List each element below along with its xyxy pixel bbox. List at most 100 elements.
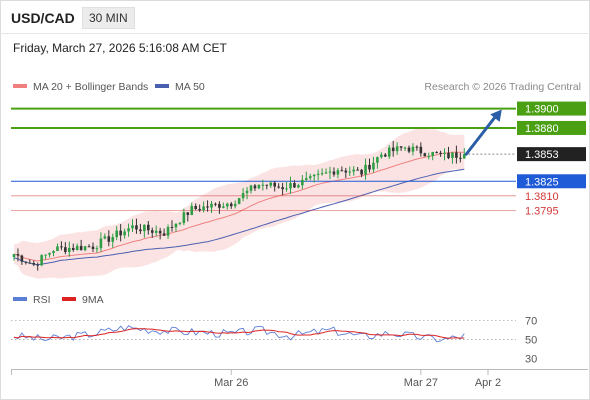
- candle-body: [305, 178, 308, 180]
- candle-body: [71, 247, 75, 250]
- candle-body: [75, 245, 79, 250]
- candle-body: [115, 230, 118, 238]
- candle-body: [36, 264, 39, 266]
- candle-body: [178, 223, 182, 225]
- candle-body: [103, 236, 107, 239]
- candle-body: [332, 171, 336, 175]
- rsi-ma-legend-label: 9MA: [82, 294, 104, 306]
- ma20-line: [13, 151, 465, 262]
- x-tick-label: Apr 2: [475, 377, 501, 389]
- level-label: 1.3853: [525, 149, 559, 161]
- candle-body: [328, 171, 332, 173]
- candle-body: [395, 146, 399, 152]
- candle-body: [135, 225, 138, 230]
- candle-body: [249, 185, 253, 191]
- candle-body: [237, 198, 241, 204]
- candle-body: [87, 246, 91, 248]
- candle-body: [352, 169, 355, 172]
- candle-body: [344, 170, 348, 173]
- candle-body: [265, 184, 269, 186]
- candle-body: [44, 254, 47, 256]
- candle-body: [233, 203, 237, 207]
- level-label: 1.3795: [525, 205, 559, 217]
- level-labels: 1.3900 1.3880 1.3853 1.3825 1.3810 1.3795: [517, 101, 586, 217]
- candle-body: [226, 203, 229, 207]
- candle-body: [194, 206, 197, 209]
- candle-body: [241, 193, 245, 199]
- candle-body: [447, 152, 450, 159]
- candle-body: [273, 182, 276, 187]
- candle-body: [443, 152, 446, 154]
- candle-body: [111, 237, 115, 242]
- candle-body: [127, 228, 130, 232]
- candle-body: [150, 230, 154, 233]
- candle-body: [154, 230, 158, 233]
- candle-body: [52, 251, 55, 254]
- candle-body: [372, 162, 375, 170]
- candle-body: [463, 154, 466, 159]
- level-label: 1.3880: [525, 123, 559, 135]
- candle-body: [99, 238, 103, 249]
- candle-body: [16, 254, 20, 256]
- ma20-legend-swatch: [13, 84, 27, 88]
- candle-body: [253, 185, 257, 189]
- level-lines: [11, 107, 516, 211]
- candle-body: [56, 246, 59, 252]
- candle-body: [210, 203, 213, 208]
- candle-body: [435, 151, 438, 153]
- x-axis: Mar 26 Mar 27 Apr 2: [11, 369, 501, 389]
- candle-body: [139, 229, 142, 232]
- candle-body: [64, 247, 67, 252]
- candle-body: [174, 223, 178, 228]
- candle-body: [166, 226, 170, 236]
- moving-averages: [13, 151, 465, 266]
- candle-body: [293, 183, 296, 188]
- level-label: 1.3825: [525, 176, 559, 188]
- candle-body: [147, 224, 150, 231]
- candle-body: [285, 188, 288, 190]
- forecast-arrow: [464, 109, 502, 156]
- candle-body: [316, 173, 320, 175]
- candle-body: [376, 157, 379, 163]
- candle-body: [269, 182, 273, 186]
- timestamp: Friday, March 27, 2026 5:16:08 AM CET: [13, 41, 227, 55]
- candle-body: [95, 248, 99, 250]
- candle-body: [364, 164, 367, 175]
- candle-body: [348, 171, 352, 173]
- candle-body: [79, 245, 83, 251]
- candle-body: [451, 152, 454, 159]
- candle-body: [391, 147, 395, 152]
- credit-label: Research © 2026 Trading Central: [424, 81, 581, 93]
- rsi-panel: 70 50 30: [11, 316, 537, 365]
- candle-body: [60, 246, 63, 248]
- candle-body: [384, 154, 387, 157]
- candle-body: [336, 170, 340, 175]
- candle-body: [162, 233, 166, 236]
- forecast-arrow-head: [490, 109, 502, 122]
- candle-body: [131, 225, 134, 229]
- candle-body: [206, 206, 209, 208]
- rsi-tick-label: 50: [525, 335, 537, 347]
- candle-body: [415, 146, 419, 148]
- candle-body: [158, 230, 162, 234]
- candle-body: [83, 246, 87, 251]
- forecast-arrow-shaft: [464, 112, 500, 156]
- candle-body: [198, 208, 201, 211]
- candle-body: [427, 155, 431, 157]
- level-label: 1.3810: [525, 191, 559, 203]
- timeframe-badge[interactable]: 30 MIN: [82, 7, 135, 29]
- candle-body: [312, 174, 316, 177]
- candle-body: [301, 179, 304, 186]
- candle-body: [360, 169, 363, 175]
- candle-body: [308, 176, 312, 179]
- ma50-line: [13, 168, 465, 266]
- candle-body: [214, 203, 217, 205]
- candle-body: [28, 262, 32, 264]
- candle-body: [222, 206, 225, 208]
- candle-body: [257, 184, 261, 189]
- candle-body: [119, 230, 122, 236]
- candle-body: [245, 190, 249, 194]
- level-tag-resistance: [517, 101, 586, 116]
- candle-body: [143, 224, 146, 232]
- candle-body: [261, 184, 265, 186]
